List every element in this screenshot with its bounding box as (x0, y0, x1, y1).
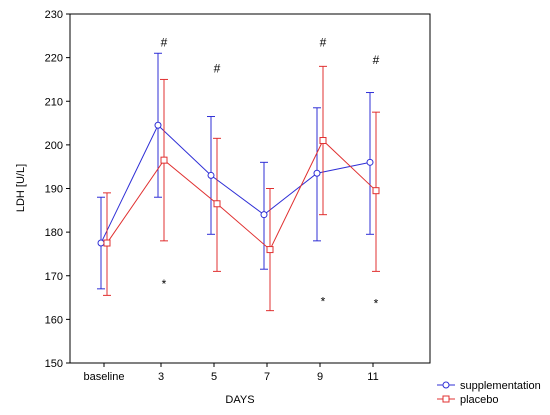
y-tick-label: 150 (45, 358, 63, 370)
legend-label: placebo (460, 394, 499, 406)
x-tick-label: 7 (264, 371, 270, 383)
series-placebo (103, 65, 380, 312)
y-tick-label: 220 (45, 53, 63, 65)
data-point (372, 187, 380, 195)
series-supplementation (97, 52, 374, 290)
legend: supplementation placebo (437, 380, 541, 406)
y-tick-label: 160 (45, 314, 63, 326)
y-axis: 150 160 170 180 190 200 210 220 230 (45, 9, 70, 370)
data-point (160, 156, 168, 164)
data-point (319, 137, 327, 145)
y-tick-label: 200 (45, 140, 63, 152)
legend-marker (442, 395, 450, 403)
legend-item-supplementation: supplementation (437, 380, 541, 392)
x-axis: baseline 3 5 7 9 11 (84, 363, 379, 383)
data-point (154, 121, 162, 129)
annotation-mark: # (161, 35, 168, 49)
annotations: # # # # * * * (161, 35, 380, 310)
x-tick-label: 3 (158, 371, 164, 383)
annotation-mark: * (162, 277, 167, 291)
y-axis-title: LDH [U/L] (15, 164, 27, 212)
legend-marker (442, 381, 450, 389)
series-layer (97, 52, 380, 312)
y-tick-label: 190 (45, 184, 63, 196)
y-tick-label: 230 (45, 9, 63, 21)
x-tick-label: 5 (211, 371, 217, 383)
legend-item-placebo: placebo (437, 394, 499, 406)
data-point (260, 211, 268, 219)
series-line (100, 124, 371, 244)
x-axis-title: DAYS (225, 394, 254, 406)
annotation-mark: * (321, 295, 326, 309)
annotation-mark: * (374, 297, 379, 311)
data-point (207, 171, 215, 179)
legend-label: supplementation (460, 380, 541, 392)
data-point (97, 239, 105, 247)
data-point (213, 200, 221, 208)
annotation-mark: # (214, 62, 221, 76)
data-point (103, 239, 111, 247)
y-tick-label: 210 (45, 96, 63, 108)
data-point (266, 246, 274, 254)
y-tick-label: 170 (45, 271, 63, 283)
y-tick-label: 180 (45, 227, 63, 239)
x-tick-label: baseline (84, 371, 125, 383)
annotation-mark: # (373, 53, 380, 67)
x-tick-label: 11 (367, 371, 378, 383)
x-tick-label: 9 (317, 371, 323, 383)
data-point (366, 158, 374, 166)
series-line (106, 139, 377, 251)
data-point (313, 169, 321, 177)
annotation-mark: # (320, 35, 327, 49)
